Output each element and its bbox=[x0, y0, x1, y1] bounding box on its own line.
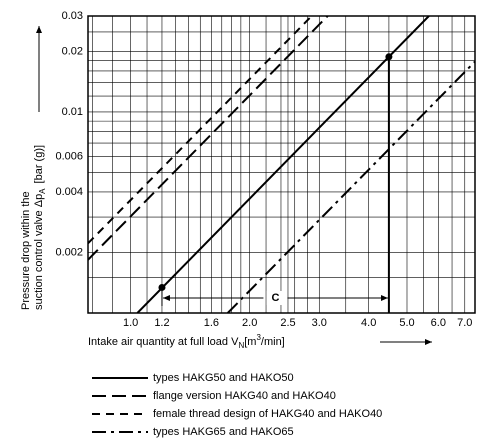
series-line bbox=[88, 16, 313, 245]
y-label-line1: Pressure drop within the bbox=[20, 191, 32, 310]
y-tick-label: 0.03 bbox=[62, 10, 83, 22]
plot-lines bbox=[88, 16, 475, 313]
series-line bbox=[88, 16, 329, 261]
y-tick-label: 0.02 bbox=[62, 45, 83, 57]
y-tick-label: 0.006 bbox=[55, 150, 83, 162]
series-line bbox=[227, 60, 475, 313]
y-axis-label: Pressure drop within the suction control… bbox=[20, 145, 47, 310]
x-tick-label: 3.0 bbox=[312, 317, 327, 329]
x-tick-label: 2.5 bbox=[280, 317, 295, 329]
annotation-text: C bbox=[271, 292, 279, 304]
x-tick-label: 1.6 bbox=[204, 317, 219, 329]
y-tick-label: 0.002 bbox=[55, 246, 83, 258]
plot-frame bbox=[87, 15, 476, 314]
x-tick-label: 6.0 bbox=[431, 317, 446, 329]
series-line bbox=[136, 16, 430, 313]
y-label-line2: suction control valve ΔpA [bar (g)] bbox=[33, 145, 47, 310]
x-label-part: [m bbox=[244, 336, 256, 348]
marker bbox=[385, 53, 393, 61]
x-axis-label: Intake air quantity at full load VN[m3/m… bbox=[88, 333, 285, 350]
y-label-part: suction control valve Δp bbox=[33, 194, 45, 310]
x-label-part: /min] bbox=[261, 336, 285, 348]
legend-label: female thread design of HAKG40 and HAKO4… bbox=[153, 408, 382, 420]
x-tick-label: 2.0 bbox=[242, 317, 257, 329]
x-label-part: Intake air quantity at full load V bbox=[88, 336, 239, 348]
legend-label: flange version HAKG40 and HAKO40 bbox=[153, 390, 336, 402]
y-label-sub: A bbox=[38, 188, 47, 194]
y-tick-label: 0.01 bbox=[62, 106, 83, 118]
marker bbox=[158, 283, 166, 291]
x-tick-label: 1.2 bbox=[154, 317, 169, 329]
x-tick-label: 4.0 bbox=[361, 317, 376, 329]
x-tick-label: 5.0 bbox=[399, 317, 414, 329]
grid bbox=[88, 15, 475, 314]
y-tick-label: 0.004 bbox=[55, 186, 83, 198]
x-label-sub: N bbox=[238, 341, 244, 350]
annotation-bg bbox=[266, 291, 285, 305]
x-tick-label: 7.0 bbox=[457, 317, 472, 329]
x-label-sup: 3 bbox=[256, 333, 261, 342]
y-label-unit: [bar (g)] bbox=[33, 145, 45, 184]
x-tick-label: 1.0 bbox=[123, 317, 138, 329]
legend-label: types HAKG50 and HAKO50 bbox=[153, 372, 294, 384]
legend-label: types HAKG65 and HAKO65 bbox=[153, 426, 294, 438]
